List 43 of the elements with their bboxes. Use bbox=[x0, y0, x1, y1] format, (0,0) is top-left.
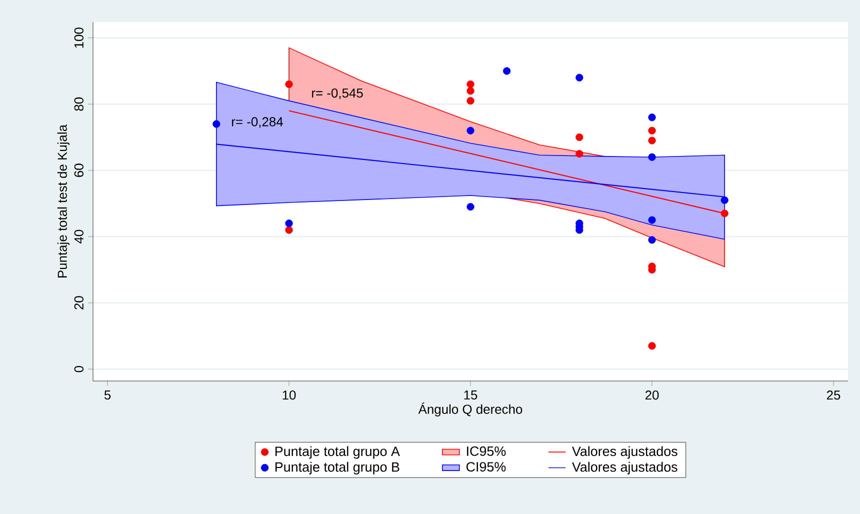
x-tick-label: 10 bbox=[282, 390, 296, 400]
point bbox=[503, 67, 511, 75]
point bbox=[576, 74, 584, 82]
x-tick-label: 5 bbox=[104, 390, 111, 400]
point bbox=[466, 80, 474, 88]
point bbox=[466, 126, 474, 134]
x-tick-label: 15 bbox=[464, 390, 478, 400]
y-tick-label: 60 bbox=[74, 164, 84, 177]
point bbox=[648, 114, 656, 122]
point bbox=[648, 342, 656, 350]
point bbox=[648, 126, 656, 134]
x-axis-title: Ángulo Q derecho bbox=[418, 402, 522, 416]
legend-label: Valores ajustados bbox=[572, 462, 678, 474]
annotation: r= -0,284 bbox=[232, 117, 283, 128]
y-axis-title: Puntaje total test de Kujala bbox=[57, 124, 70, 278]
y-tick-label: 0 bbox=[74, 366, 84, 372]
x-tick-label: 25 bbox=[826, 390, 840, 400]
legend-label: IC95% bbox=[467, 446, 506, 456]
y-tick-label: 100 bbox=[74, 28, 84, 48]
y-tick-label: 20 bbox=[74, 296, 84, 310]
legend-label: CI95% bbox=[466, 462, 506, 472]
point bbox=[576, 133, 584, 142]
point bbox=[720, 196, 728, 204]
point bbox=[720, 210, 728, 218]
point bbox=[285, 226, 293, 234]
point bbox=[648, 136, 656, 144]
point bbox=[285, 80, 293, 88]
point bbox=[466, 87, 474, 95]
y-tick-label: 80 bbox=[74, 97, 84, 111]
y-tick-label: 40 bbox=[74, 230, 84, 244]
annotation: r= -0,545 bbox=[312, 88, 363, 100]
legend-label: Puntaje total grupo A bbox=[275, 446, 400, 459]
point bbox=[648, 216, 656, 224]
point bbox=[648, 153, 656, 161]
point bbox=[212, 120, 220, 128]
legend-label: Valores ajustados bbox=[572, 446, 678, 459]
point bbox=[648, 236, 656, 244]
point bbox=[466, 97, 474, 105]
legend-label: Puntaje total grupo B bbox=[275, 462, 400, 474]
point bbox=[466, 202, 474, 211]
x-tick-label: 20 bbox=[645, 390, 659, 400]
point bbox=[576, 150, 584, 158]
point bbox=[285, 220, 293, 228]
